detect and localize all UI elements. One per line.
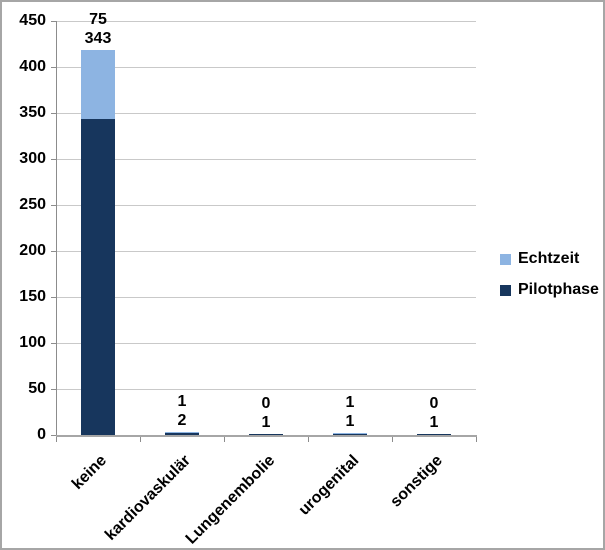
y-axis-label: 200 (19, 242, 46, 259)
y-axis-label: 0 (37, 426, 46, 443)
y-axis-label: 250 (19, 196, 46, 213)
gridline (56, 67, 476, 68)
legend: Echtzeit Pilotphase (500, 249, 599, 311)
y-axis-label: 450 (19, 12, 46, 29)
y-axis-label: 400 (19, 58, 46, 75)
data-label-line: 0 (261, 395, 271, 412)
data-label-line: 1 (429, 414, 439, 431)
y-axis (56, 21, 57, 442)
data-label-line: 2 (177, 412, 187, 430)
y-axis-tick (51, 343, 57, 344)
y-axis-label: 50 (28, 380, 46, 397)
bar-segment-pilotphase (81, 119, 115, 435)
x-axis-category-label: Lungenembolie (182, 452, 279, 548)
legend-label-pilotphase: Pilotphase (518, 281, 599, 298)
y-axis-label: 150 (19, 288, 46, 305)
bar-segment-echtzeit (165, 432, 199, 434)
y-axis-label: 350 (19, 104, 46, 121)
x-axis (56, 435, 477, 437)
gridline (56, 21, 476, 22)
x-axis-category-label: kardiovaskulär (102, 452, 195, 544)
y-axis-tick (51, 251, 57, 252)
bar-segment-pilotphase (249, 434, 283, 435)
x-axis-tick (224, 435, 225, 442)
x-axis-tick (392, 435, 393, 442)
x-axis-tick (140, 435, 141, 442)
gridline (56, 251, 476, 252)
gridline (56, 205, 476, 206)
bar-segment-pilotphase (165, 433, 199, 435)
data-label-line: 0 (429, 395, 439, 412)
data-label-line: 75 (89, 11, 107, 29)
y-axis-tick (51, 67, 57, 68)
bar-segment-pilotphase (333, 434, 367, 435)
bar-segment-echtzeit (81, 50, 115, 120)
y-axis-tick (51, 389, 57, 390)
legend-swatch-echtzeit-icon (500, 253, 511, 265)
x-axis-category-label: sonstige (387, 452, 447, 511)
bar-segment-echtzeit (333, 433, 367, 434)
gridline (56, 343, 476, 344)
gridline (56, 113, 476, 114)
data-label-line: 343 (84, 30, 112, 48)
y-axis-label: 100 (19, 334, 46, 351)
y-axis-tick (51, 297, 57, 298)
x-axis-tick (476, 435, 477, 442)
legend-label-echtzeit: Echtzeit (518, 250, 580, 267)
data-label-line: 1 (345, 394, 355, 411)
bar-segment-pilotphase (417, 434, 451, 435)
legend-item-echtzeit: Echtzeit (500, 249, 599, 269)
x-axis-category-label: keine (69, 452, 111, 493)
legend-swatch-pilotphase-icon (500, 284, 511, 296)
x-axis-category-label: urogenital (295, 452, 363, 519)
y-axis-tick (51, 113, 57, 114)
y-axis-tick (51, 435, 57, 436)
y-axis-label: 300 (19, 150, 46, 167)
x-axis-tick (308, 435, 309, 442)
gridline (56, 159, 476, 160)
legend-item-pilotphase: Pilotphase (500, 280, 599, 300)
data-label-line: 1 (261, 414, 271, 431)
bar-data-label: 75 343 (56, 10, 140, 48)
y-axis-tick (51, 205, 57, 206)
y-axis-tick (51, 159, 57, 160)
y-axis-tick (51, 21, 57, 22)
data-label-line: 1 (345, 413, 355, 430)
data-label-line: 1 (177, 393, 187, 411)
gridline (56, 297, 476, 298)
gridline (56, 389, 476, 390)
